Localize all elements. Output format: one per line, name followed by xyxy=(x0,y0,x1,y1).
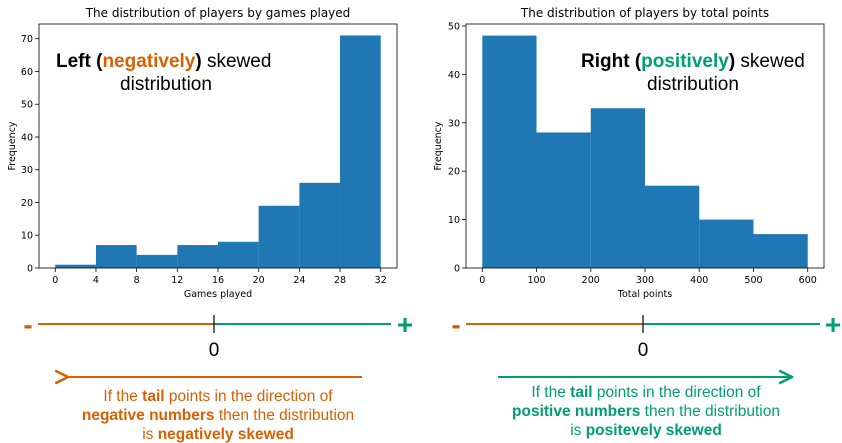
histogram-bar xyxy=(136,254,178,268)
histogram-bar xyxy=(258,205,300,268)
y-tick-label: 40 xyxy=(21,132,33,143)
y-tick-label: 0 xyxy=(27,264,33,275)
number-line-right: - + 0 xyxy=(451,309,841,361)
x-tick-label: 28 xyxy=(334,275,346,286)
y-tick-label: 10 xyxy=(21,231,33,242)
y-axis-label: Frequency xyxy=(7,121,18,170)
ticks: 0 100 200 300 400 500 600 0 10 20 30 40 50 xyxy=(448,21,817,286)
y-tick-label: 70 xyxy=(21,34,33,45)
histogram-bar xyxy=(95,245,137,268)
note-emphasis: tail xyxy=(570,384,592,401)
x-tick-label: 200 xyxy=(582,275,600,286)
x-tick-label: 100 xyxy=(527,275,545,286)
y-tick-label: 20 xyxy=(21,198,33,209)
histogram-bar xyxy=(590,108,645,268)
zero-label: 0 xyxy=(638,340,649,361)
histogram-bar xyxy=(177,245,218,268)
histogram-bar xyxy=(218,241,259,268)
skew-annotation-suffix-bold: ) xyxy=(729,51,735,72)
note-line3: is negatively skewed xyxy=(142,426,294,443)
histogram-bar xyxy=(699,219,754,268)
y-tick-label: 20 xyxy=(448,167,460,178)
x-tick-label: 300 xyxy=(636,275,654,286)
minus-sign: - xyxy=(23,309,32,340)
note-emphasis: negatively skewed xyxy=(158,426,294,443)
skew-annotation-prefix: Right ( xyxy=(581,51,642,72)
skew-annotation-suffix-bold: ) xyxy=(195,51,201,72)
ticks: 0 4 8 12 16 20 24 28 32 0 10 20 30 40 50 60 70 xyxy=(21,34,387,286)
histogram-bar xyxy=(753,234,808,268)
note-text: points in the direction of xyxy=(593,384,762,401)
note-text: then the distribution xyxy=(640,403,780,420)
skew-annotation-line1: Left (negatively) skewed xyxy=(56,51,271,72)
y-tick-label: 40 xyxy=(448,70,460,81)
y-tick-label: 50 xyxy=(21,100,33,111)
note-text: If the xyxy=(531,384,570,401)
chart-games-played: The distribution of players by games pla… xyxy=(7,6,398,300)
note-text: If the xyxy=(103,388,142,405)
note-line1: If the tail points in the direction of xyxy=(103,388,333,405)
note-emphasis: tail xyxy=(142,388,164,405)
chart-total-points: The distribution of players by total poi… xyxy=(433,6,825,300)
note-text: is xyxy=(142,426,158,443)
x-tick-label: 4 xyxy=(93,275,99,286)
bars xyxy=(482,35,808,268)
x-tick-label: 500 xyxy=(744,275,762,286)
x-tick-label: 600 xyxy=(799,275,817,286)
note-text: then the distribution xyxy=(215,407,355,424)
x-axis-label: Games played xyxy=(184,289,252,300)
y-tick-label: 10 xyxy=(448,215,460,226)
x-tick-label: 24 xyxy=(293,275,305,286)
number-line-left: - + 0 xyxy=(23,309,413,361)
note-line2: negative numbers then the distribution xyxy=(82,407,354,424)
skew-annotation-suffix: skewed xyxy=(735,51,805,72)
x-axis-label: Total points xyxy=(617,289,672,300)
note-text: is xyxy=(570,422,586,439)
bars xyxy=(55,35,381,268)
x-tick-label: 0 xyxy=(52,275,58,286)
plus-sign: + xyxy=(397,309,413,340)
x-tick-label: 400 xyxy=(690,275,708,286)
note-emphasis: negative numbers xyxy=(82,407,215,424)
y-tick-label: 0 xyxy=(454,264,460,275)
skew-annotation-prefix: Left ( xyxy=(56,51,103,72)
skew-annotation-line2: distribution xyxy=(647,74,739,95)
note-emphasis: positevely skewed xyxy=(586,422,722,439)
histogram-bar xyxy=(55,264,96,268)
x-tick-label: 8 xyxy=(134,275,140,286)
y-tick-label: 30 xyxy=(448,118,460,129)
histogram-bar xyxy=(340,35,381,268)
histogram-bar xyxy=(536,132,591,268)
skew-annotation-line2: distribution xyxy=(120,74,212,95)
plus-sign: + xyxy=(825,309,841,340)
histogram-bar xyxy=(299,182,341,268)
y-tick-label: 30 xyxy=(21,165,33,176)
skew-annotation-highlight: negatively xyxy=(102,51,195,72)
chart-title: The distribution of players by total poi… xyxy=(520,6,769,20)
x-tick-label: 32 xyxy=(375,275,387,286)
note-emphasis: positive numbers xyxy=(512,403,640,420)
skew-annotation-line1: Right (positively) skewed xyxy=(581,51,805,72)
skew-annotation-highlight: positively xyxy=(641,51,729,72)
chart-title: The distribution of players by games pla… xyxy=(85,6,351,20)
x-tick-label: 20 xyxy=(253,275,265,286)
y-tick-label: 60 xyxy=(21,67,33,78)
note-line1: If the tail points in the direction of xyxy=(531,384,761,401)
histogram-bar xyxy=(482,35,537,268)
y-axis-label: Frequency xyxy=(433,121,444,170)
note-positive-skew: If the tail points in the direction of p… xyxy=(512,384,780,439)
x-tick-label: 16 xyxy=(212,275,224,286)
y-tick-label: 50 xyxy=(448,21,460,32)
zero-label: 0 xyxy=(209,340,220,361)
x-tick-label: 0 xyxy=(479,275,485,286)
note-negative-skew: If the tail points in the direction of n… xyxy=(82,388,354,443)
histogram-bar xyxy=(645,185,700,268)
minus-sign: - xyxy=(451,309,460,340)
x-tick-label: 12 xyxy=(171,275,183,286)
note-text: points in the direction of xyxy=(165,388,334,405)
note-line2: positive numbers then the distribution xyxy=(512,403,780,420)
note-line3: is positevely skewed xyxy=(570,422,722,439)
skew-annotation-suffix: skewed xyxy=(202,51,272,72)
